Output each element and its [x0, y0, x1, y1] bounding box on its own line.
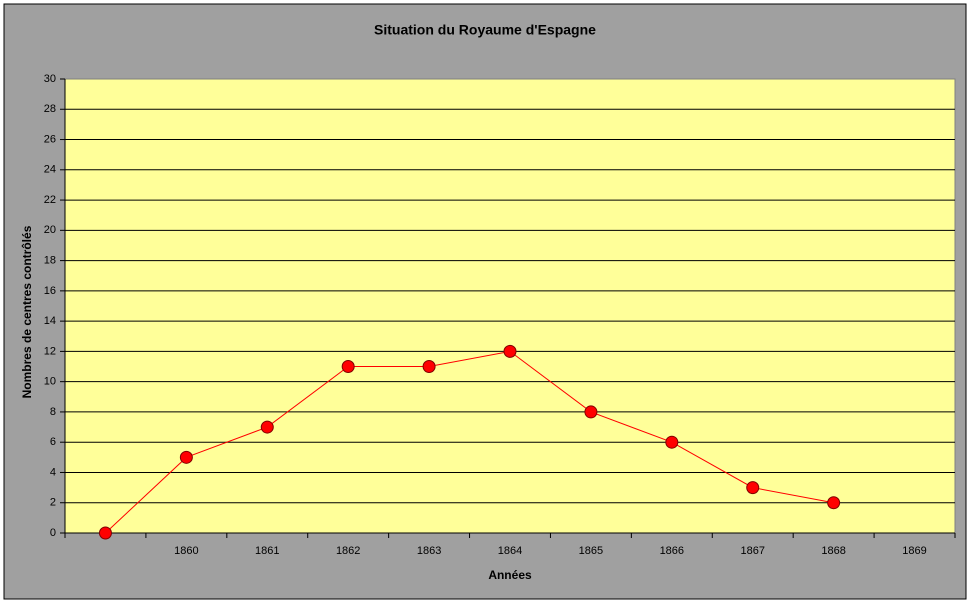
point — [665, 435, 679, 449]
point — [827, 496, 841, 510]
point — [260, 420, 274, 434]
y-tick-label: 24 — [44, 164, 56, 176]
y-tick-label: 2 — [50, 497, 56, 509]
y-tick-label: 12 — [44, 345, 56, 357]
point — [503, 344, 517, 358]
x-tick-label: 1861 — [255, 545, 279, 557]
line-series — [105, 350, 834, 534]
x-tick-label: 1864 — [498, 545, 522, 557]
y-tick-label: 8 — [50, 406, 56, 418]
plot-area — [64, 78, 956, 534]
x-tick-label: 1865 — [579, 545, 603, 557]
chart-title: Situation du Royaume d'Espagne — [374, 22, 596, 38]
y-tick-label: 0 — [50, 527, 56, 539]
x-tick-label: 1869 — [902, 545, 926, 557]
y-tick-label: 18 — [44, 255, 56, 267]
x-tick-label: 1860 — [174, 545, 198, 557]
y-tick-label: 30 — [44, 73, 56, 85]
y-tick-label: 16 — [44, 285, 56, 297]
x-tick-label: 1863 — [417, 545, 441, 557]
point — [98, 526, 112, 540]
point — [179, 450, 193, 464]
point — [746, 481, 760, 495]
x-tick-label: 1866 — [660, 545, 684, 557]
y-tick-label: 10 — [44, 376, 56, 388]
x-tick-label: 1867 — [740, 545, 764, 557]
y-tick-label: 26 — [44, 133, 56, 145]
y-tick-label: 22 — [44, 194, 56, 206]
x-axis-title: Années — [488, 568, 532, 582]
y-tick-label: 6 — [50, 436, 56, 448]
y-tick-label: 28 — [44, 103, 56, 115]
y-tick-label: 20 — [44, 224, 56, 236]
point — [422, 360, 436, 374]
x-tick-label: 1862 — [336, 545, 360, 557]
point — [584, 405, 598, 419]
x-tick-label: 1868 — [821, 545, 845, 557]
y-tick-label: 4 — [50, 466, 56, 478]
point — [341, 360, 355, 374]
y-tick-label: 14 — [44, 315, 56, 327]
y-axis-title: Nombres de centres contrôlés — [20, 225, 34, 398]
